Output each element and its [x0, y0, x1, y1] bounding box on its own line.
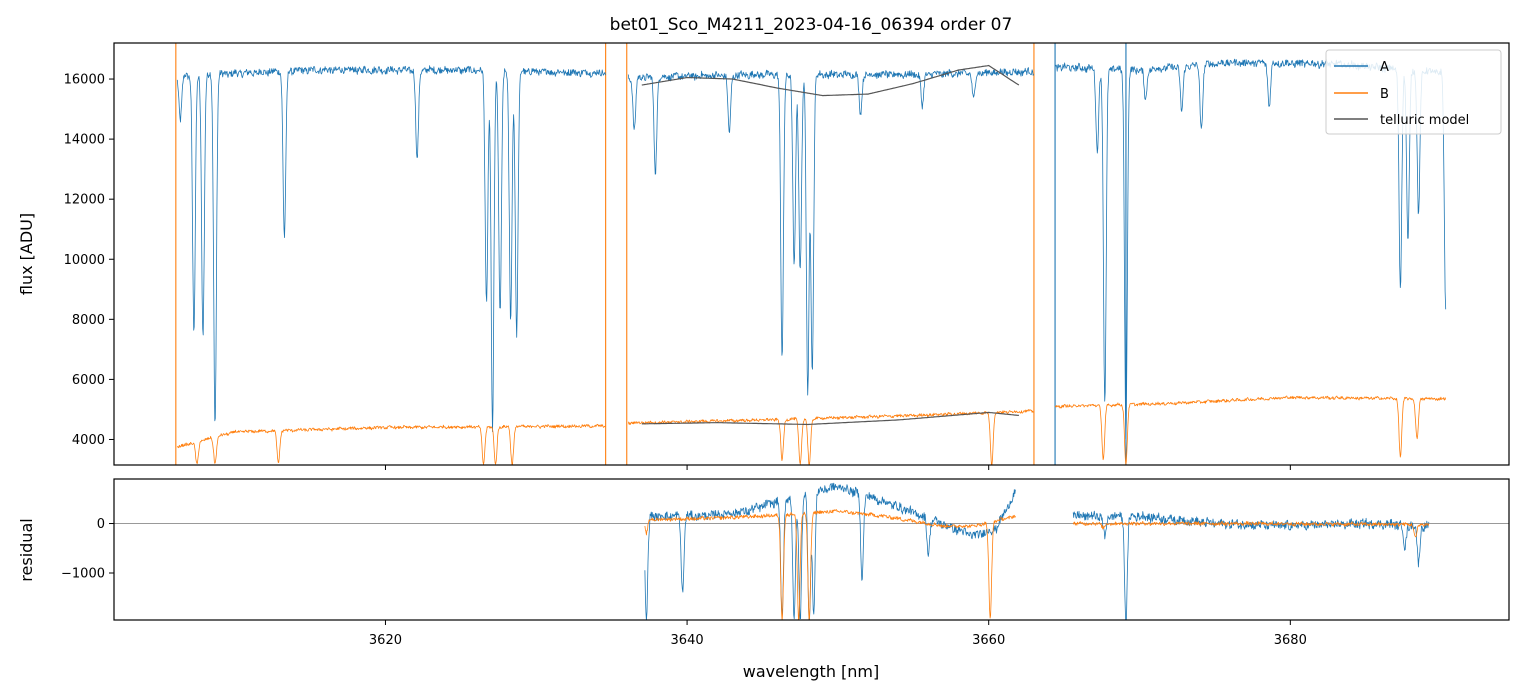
series-b-line [176, 423, 606, 465]
y-tick-label: 0 [97, 517, 105, 532]
legend-box [1325, 49, 1502, 135]
legend-label-b: B [1380, 87, 1389, 102]
top-axes-frame [113, 42, 1510, 466]
y-tick-label: 12000 [64, 193, 105, 208]
bottom-axes-frame [113, 478, 1510, 621]
bottom-y-ticks: −1000 0 [61, 517, 114, 582]
series-telluric-model-line [641, 64, 1020, 97]
bottom-plot-data [114, 482, 1509, 620]
y-tick-label: 4000 [72, 433, 105, 448]
legend: A B telluric model [1325, 49, 1502, 135]
y-tick-label: 14000 [64, 133, 105, 148]
residual-b-line [644, 509, 1016, 620]
legend-entry-a: A [1334, 60, 1389, 75]
series-b-line [1054, 395, 1447, 465]
y-tick-label: 8000 [72, 313, 105, 328]
residual-a-line [644, 482, 1016, 620]
y-tick-label: 10000 [64, 253, 105, 268]
x-axis-label: wavelength [nm] [743, 662, 880, 681]
top-panel: 4000 6000 8000 10000 12000 14000 16000 flux [A… [17, 42, 1510, 470]
top-plot-data [175, 43, 1447, 465]
series-a-line [176, 65, 606, 433]
y-tick-label: 16000 [64, 73, 105, 88]
y-tick-label: 6000 [72, 373, 105, 388]
bottom-y-axis-label: residual [17, 518, 36, 581]
top-x-ticks [384, 465, 1291, 470]
x-tick-label: 3660 [972, 633, 1005, 648]
x-tick-label: 3620 [369, 633, 402, 648]
top-y-ticks: 4000 6000 8000 10000 12000 14000 16000 [64, 73, 114, 448]
bottom-x-ticks: 3620 3640 3660 3680 [369, 620, 1307, 648]
residual-b-line [1072, 521, 1430, 538]
bottom-panel: −1000 0 3620 3640 3660 3680 residual wavelen… [17, 478, 1510, 681]
legend-label-a: A [1380, 60, 1389, 75]
x-tick-label: 3640 [671, 633, 704, 648]
series-telluric-model-line [641, 411, 1019, 426]
x-tick-label: 3680 [1274, 633, 1307, 648]
top-y-axis-label: flux [ADU] [17, 213, 36, 295]
series-a-line [627, 67, 1034, 396]
legend-entry-telluric-model: telluric model [1334, 113, 1469, 128]
chart-title: bet01_Sco_M4211_2023-04-16_06394 order 0… [610, 15, 1013, 35]
y-tick-label: −1000 [61, 567, 105, 582]
legend-label-telluric-model: telluric model [1380, 113, 1469, 128]
legend-entry-b: B [1334, 87, 1389, 102]
